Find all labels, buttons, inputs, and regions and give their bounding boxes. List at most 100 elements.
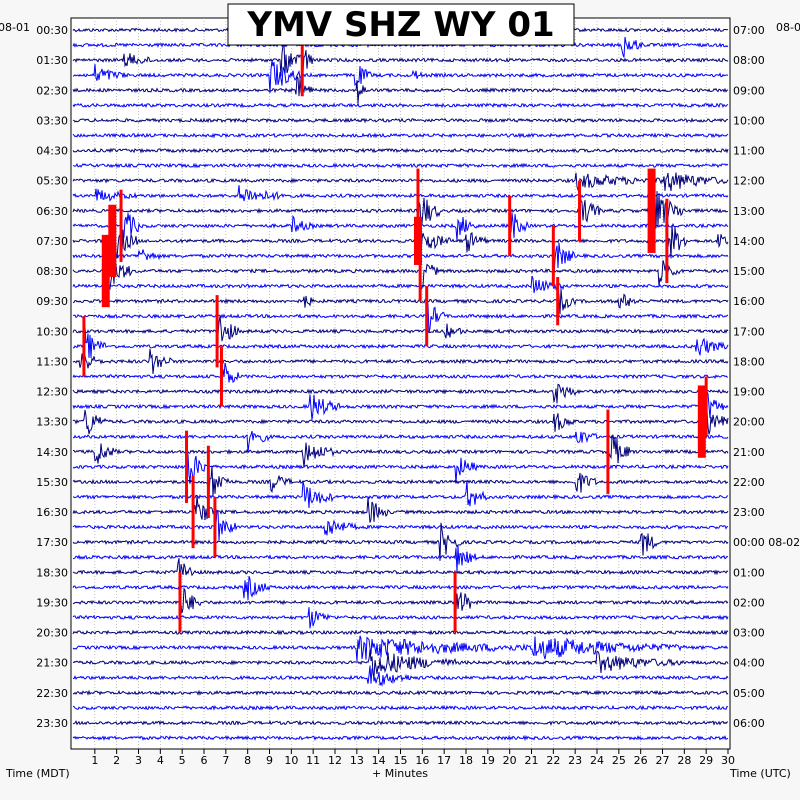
trace-row	[72, 383, 729, 404]
trace-row	[72, 587, 729, 614]
left-time-label: 17:30	[36, 536, 68, 549]
clip-mark	[578, 180, 582, 241]
trace-row	[72, 734, 729, 742]
trace-row	[72, 430, 729, 453]
clip-mark	[119, 189, 123, 262]
x-tick-label: 26	[634, 754, 648, 767]
clip-mark	[300, 23, 304, 97]
trace-row	[72, 60, 729, 94]
clip-mark	[191, 475, 195, 549]
trace-row	[72, 326, 729, 358]
trace-row	[72, 185, 729, 202]
left-time-label: 00:30	[36, 24, 68, 37]
clip-mark	[418, 240, 422, 302]
clip-mark	[213, 496, 217, 558]
right-time-labels: 07:00 08:00 09:00 10:00 11:00 12:00 13:00 14:00…	[733, 24, 800, 730]
right-time-label: 17:00	[733, 325, 765, 338]
left-time-label: 12:30	[36, 386, 68, 399]
x-tick-label: 24	[590, 754, 604, 767]
trace-row	[72, 316, 729, 342]
right-time-label: 19:00	[733, 386, 765, 399]
left-time-label: 09:30	[36, 295, 68, 308]
trace-row	[72, 480, 729, 509]
left-time-label: 19:30	[36, 596, 68, 609]
x-tick-label: 5	[179, 754, 186, 767]
clip-mark	[704, 376, 708, 437]
trace-row	[72, 719, 729, 726]
left-time-label: 15:30	[36, 476, 68, 489]
right-time-label: 15:00	[733, 265, 765, 278]
trace-row	[72, 257, 729, 291]
left-time-label: 01:30	[36, 54, 68, 67]
x-tick-label: 28	[677, 754, 691, 767]
left-date-label: 08-01	[0, 21, 30, 34]
left-time-label: 21:30	[36, 657, 68, 670]
trace-row	[72, 191, 729, 234]
x-tick-label: 17	[437, 754, 451, 767]
trace-row	[72, 75, 729, 104]
left-time-label: 10:30	[36, 325, 68, 338]
left-time-label: 14:30	[36, 446, 68, 459]
trace-row	[72, 207, 729, 248]
clip-mark	[647, 168, 656, 253]
trace-row	[72, 409, 729, 441]
left-time-label: 22:30	[36, 687, 68, 700]
right-time-label: 05:00	[733, 687, 765, 700]
left-time-label: 03:30	[36, 114, 68, 127]
x-tick-label: 27	[656, 754, 670, 767]
right-time-label: 21:00	[733, 446, 765, 459]
trace-row	[72, 362, 729, 383]
x-tick-label: 7	[222, 754, 229, 767]
left-time-label: 02:30	[36, 84, 68, 97]
trace-row	[72, 509, 729, 541]
right-time-label: 11:00	[733, 145, 765, 158]
title-box	[227, 3, 575, 46]
x-tick-label: 2	[113, 754, 120, 767]
left-time-label: 13:30	[36, 416, 68, 429]
trace-row	[72, 162, 729, 169]
trace-row	[73, 288, 729, 315]
clip-mark	[551, 225, 555, 287]
trace-row	[72, 391, 729, 420]
x-tick-label: 11	[306, 754, 320, 767]
clip-mark	[508, 195, 512, 256]
trace-row	[72, 147, 729, 154]
x-axis-label: + Minutes	[372, 767, 428, 780]
x-tick-label: 14	[372, 754, 386, 767]
left-time-label: 04:30	[36, 145, 68, 158]
trace-row	[72, 558, 729, 588]
trace-row	[72, 522, 729, 561]
right-time-label: 12:00	[733, 175, 765, 188]
trace-row	[72, 465, 729, 497]
right-date-label: 08-01	[776, 21, 800, 34]
grid-lines	[94, 18, 707, 749]
clip-mark	[108, 204, 117, 278]
clip-mark	[206, 445, 210, 519]
left-time-label: 06:30	[36, 205, 68, 218]
x-tick-label: 12	[328, 754, 342, 767]
right-time-label: 16:00	[733, 295, 765, 308]
right-axis-label: Time (UTC)	[729, 767, 791, 780]
right-time-label: 22:00	[733, 476, 765, 489]
right-time-label: 00:00 08-02	[733, 536, 800, 549]
right-time-label: 09:00	[733, 84, 765, 97]
trace-row	[72, 172, 729, 192]
clip-mark	[413, 216, 422, 265]
x-tick-label: 18	[459, 754, 473, 767]
x-tick-label: 19	[481, 754, 495, 767]
x-tick-label: 25	[612, 754, 626, 767]
clip-mark	[82, 316, 86, 377]
trace-row	[72, 629, 729, 636]
trace-row	[72, 495, 729, 523]
left-time-label: 20:30	[36, 627, 68, 640]
right-time-label: 06:00	[733, 717, 765, 730]
trace-row	[72, 43, 729, 77]
left-time-label: 23:30	[36, 717, 68, 730]
x-tick-label: 15	[394, 754, 408, 767]
clip-mark	[665, 198, 669, 284]
clip-mark	[606, 409, 610, 494]
x-tick-label: 3	[135, 754, 142, 767]
x-tick-label: 1	[91, 754, 98, 767]
clip-mark	[178, 572, 182, 633]
